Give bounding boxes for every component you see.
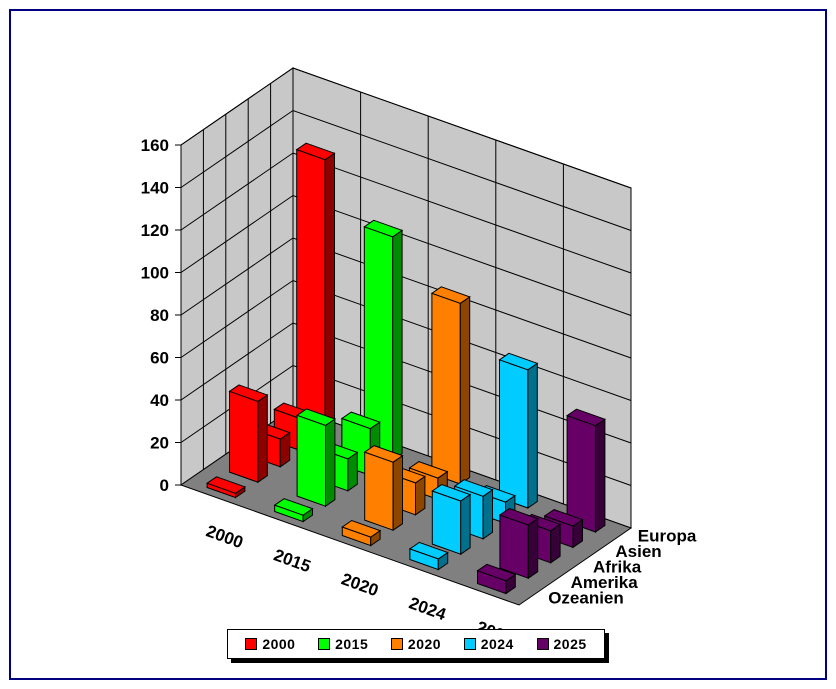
bar-top xyxy=(363,219,404,238)
x-tick-label: 2020 xyxy=(339,569,381,600)
bar-side xyxy=(459,295,471,485)
bar-side xyxy=(527,362,538,509)
bar-top xyxy=(408,461,449,479)
gridline xyxy=(180,152,632,274)
bar-side xyxy=(392,229,403,461)
bar-top xyxy=(476,563,517,582)
legend-swatch xyxy=(318,638,331,650)
depth-tick-label: Europa xyxy=(638,527,697,546)
bar-top xyxy=(408,541,449,560)
depth-tick-label: Ozeanien xyxy=(548,588,624,607)
x-tick-label: 2015 xyxy=(271,545,313,576)
chart-legend: 2000 2015 2020 2024 2025 xyxy=(227,629,605,659)
legend-swatch xyxy=(390,638,403,650)
y-tick-label: 120 xyxy=(141,221,169,240)
bar-front xyxy=(296,414,326,507)
bar-top xyxy=(498,352,539,371)
bar-top xyxy=(453,479,494,497)
bar-top xyxy=(363,445,404,463)
legend-swatch xyxy=(536,638,549,650)
bar xyxy=(363,219,404,461)
y-tick-label: 140 xyxy=(141,179,169,198)
depth-tick-label: Afrika xyxy=(593,558,642,577)
bar-front xyxy=(431,490,462,555)
bar-side xyxy=(392,454,403,532)
legend-swatch xyxy=(463,638,476,650)
bar xyxy=(228,384,269,484)
bar xyxy=(498,352,539,509)
bar-side xyxy=(257,394,268,484)
bar-front xyxy=(364,451,394,531)
bar xyxy=(431,483,472,556)
bar-top xyxy=(296,408,336,426)
bar-top xyxy=(228,384,269,402)
bar-top xyxy=(431,483,472,502)
y-tick-label: 160 xyxy=(141,136,169,155)
bar-side xyxy=(460,493,471,556)
bar xyxy=(566,408,606,533)
y-tick-label: 20 xyxy=(150,434,169,453)
legend-label: 2024 xyxy=(480,636,514,652)
bar-front xyxy=(431,292,461,485)
x-tick-label: 2024 xyxy=(406,593,449,624)
bar-side xyxy=(325,418,336,508)
bar xyxy=(341,519,382,547)
y-tick-label: 40 xyxy=(150,391,169,410)
bar-top xyxy=(430,286,471,304)
y-tick-label: 0 xyxy=(160,476,169,495)
bar-top xyxy=(498,507,539,526)
chart-bars xyxy=(206,142,606,595)
legend-item: 2020 xyxy=(390,636,442,652)
legend-label: 2025 xyxy=(553,636,587,652)
bar-front xyxy=(499,514,529,579)
bar xyxy=(430,286,471,485)
legend-label: 2000 xyxy=(262,636,296,652)
bar-side xyxy=(324,152,335,437)
bar-top xyxy=(206,476,246,494)
bar xyxy=(295,142,336,437)
bar xyxy=(296,408,336,508)
bar-side xyxy=(527,517,539,580)
y-tick-label: 60 xyxy=(150,349,169,368)
bar-front xyxy=(229,390,259,483)
bar xyxy=(498,507,539,580)
bar xyxy=(476,563,517,595)
gridline xyxy=(180,194,632,316)
legend-item: 2025 xyxy=(536,636,587,652)
bar-side xyxy=(595,418,606,533)
legend-item: 2015 xyxy=(318,636,368,652)
legend-label: 2020 xyxy=(407,636,442,652)
gridline xyxy=(180,237,632,359)
legend-item: 2000 xyxy=(245,636,295,652)
legend-item: 2024 xyxy=(463,636,514,652)
y-tick-label: 100 xyxy=(141,264,169,283)
bar xyxy=(273,498,314,523)
bar-top xyxy=(273,498,314,516)
x-tick-label: 2000 xyxy=(204,521,246,552)
bar-front xyxy=(499,359,529,509)
bar-top xyxy=(543,509,584,527)
gridline xyxy=(180,67,632,189)
bar-front xyxy=(566,414,596,533)
bar-top xyxy=(566,408,606,427)
depth-tick-label: Asien xyxy=(615,542,661,561)
depth-tick-label: Amerika xyxy=(571,573,639,592)
gridline xyxy=(180,109,632,231)
y-tick-label: 80 xyxy=(150,306,169,325)
bar-top xyxy=(295,142,336,161)
legend-swatch xyxy=(245,638,258,650)
bar-top xyxy=(340,411,381,430)
bar xyxy=(206,476,246,499)
bar-top xyxy=(341,519,382,538)
bar-side xyxy=(482,488,493,540)
bar xyxy=(408,541,449,571)
legend-label: 2015 xyxy=(335,636,369,652)
bar-front xyxy=(296,148,326,437)
bar xyxy=(363,445,404,532)
